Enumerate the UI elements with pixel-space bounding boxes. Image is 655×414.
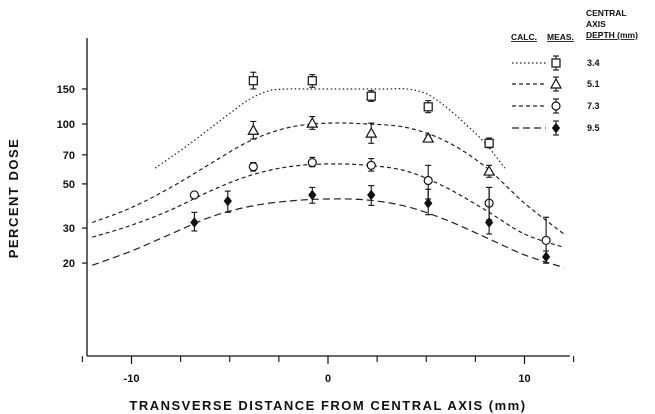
- legend-label-5.1: 5.1: [587, 79, 600, 89]
- x-tick-label: 10: [518, 373, 530, 385]
- axes: 20 30 50 70 100 150 -10 0 10: [57, 38, 575, 385]
- legend-marker-9.5: [551, 122, 561, 134]
- calc-curve-7.3: [92, 163, 564, 248]
- y-tick-label: 70: [63, 150, 75, 162]
- x-axis-title: TRANSVERSE DISTANCE FROM CENTRAL AXIS (m…: [129, 398, 526, 413]
- data-point-3.4: [423, 102, 433, 112]
- legend-label-3.4: 3.4: [587, 58, 600, 68]
- data-point-3.4: [307, 76, 317, 86]
- data-point-9.5: [367, 189, 376, 201]
- data-point-7.3: [189, 190, 199, 200]
- data-point-9.5: [223, 195, 232, 207]
- measured-points: [189, 71, 551, 264]
- calc-curve-3.4: [154, 88, 506, 169]
- data-point-3.4: [484, 138, 494, 148]
- data-point-5.1: [247, 124, 260, 135]
- x-tick-label: 0: [325, 373, 331, 385]
- data-point-9.5: [484, 217, 494, 228]
- x-tick-label: -10: [124, 373, 140, 385]
- data-point-5.1: [306, 116, 319, 128]
- y-tick-label: 30: [63, 223, 75, 235]
- legend-header-calc: CALC.: [511, 32, 537, 42]
- legend-header-depth: AXIS: [586, 19, 606, 29]
- legend-marker-3.4: [551, 58, 561, 68]
- y-tick-label: 50: [63, 179, 75, 191]
- data-point-9.5: [424, 197, 433, 209]
- data-point-5.1: [422, 131, 435, 143]
- data-point-7.3: [248, 162, 258, 172]
- y-tick-label: 150: [57, 84, 75, 96]
- calc-curve-9.5: [91, 198, 564, 269]
- data-point-3.4: [366, 91, 376, 101]
- data-point-3.4: [248, 76, 258, 86]
- data-point-9.5: [308, 189, 317, 201]
- legend-label-9.5: 9.5: [587, 123, 600, 133]
- y-axis-title: PERCENT DOSE: [6, 138, 21, 259]
- legend-header-meas: MEAS.: [547, 32, 574, 42]
- y-tick-label: 100: [57, 119, 75, 131]
- data-point-9.5: [541, 251, 551, 263]
- data-point-7.3: [423, 175, 433, 186]
- calc-curves: [91, 88, 565, 269]
- legend-header-depth: CENTRAL: [586, 8, 627, 18]
- data-point-7.3: [307, 157, 317, 168]
- legend-label-7.3: 7.3: [587, 101, 600, 111]
- legend-header-depth: DEPTH (mm): [586, 30, 638, 40]
- data-point-5.1: [365, 126, 378, 138]
- data-point-9.5: [190, 217, 199, 228]
- data-point-7.3: [541, 235, 551, 246]
- legend-marker-5.1: [549, 77, 563, 89]
- y-tick-label: 20: [63, 258, 75, 270]
- calc-curve-5.1: [91, 122, 565, 235]
- data-point-7.3: [366, 160, 376, 170]
- legend-marker-7.3: [551, 101, 561, 111]
- data-point-5.1: [483, 164, 496, 176]
